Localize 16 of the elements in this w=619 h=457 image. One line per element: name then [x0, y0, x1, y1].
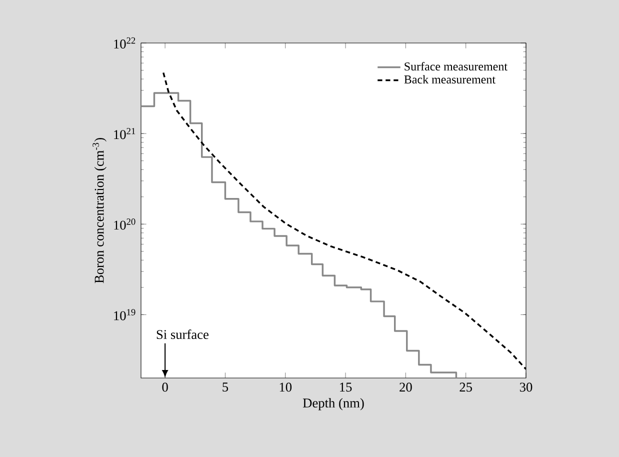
x-tick-label: 15	[340, 382, 352, 392]
legend-label: Surface measurement	[404, 62, 508, 71]
y-tick-label: 10$^{19}$	[114, 309, 136, 320]
x-tick-label: 5	[222, 382, 228, 392]
x-axis-title: Depth (nm)	[302, 398, 364, 410]
x-tick-label: 10	[280, 382, 292, 392]
y-tick-label: 10$^{21}$	[114, 128, 136, 140]
y-axis-title: Boron concentration (cm$^{-3}$)	[92, 138, 106, 284]
x-tick-label: 0	[162, 382, 168, 392]
y-tick-label: 10$^{22}$	[114, 37, 136, 49]
x-tick-label: 20	[400, 382, 412, 392]
x-tick-label: 25	[460, 382, 472, 392]
legend-label: Back measurement	[404, 75, 496, 84]
x-tick-label: 30	[520, 382, 532, 392]
annotation: Si surface	[156, 330, 208, 340]
y-tick-label: 10$^{20}$	[114, 218, 136, 230]
